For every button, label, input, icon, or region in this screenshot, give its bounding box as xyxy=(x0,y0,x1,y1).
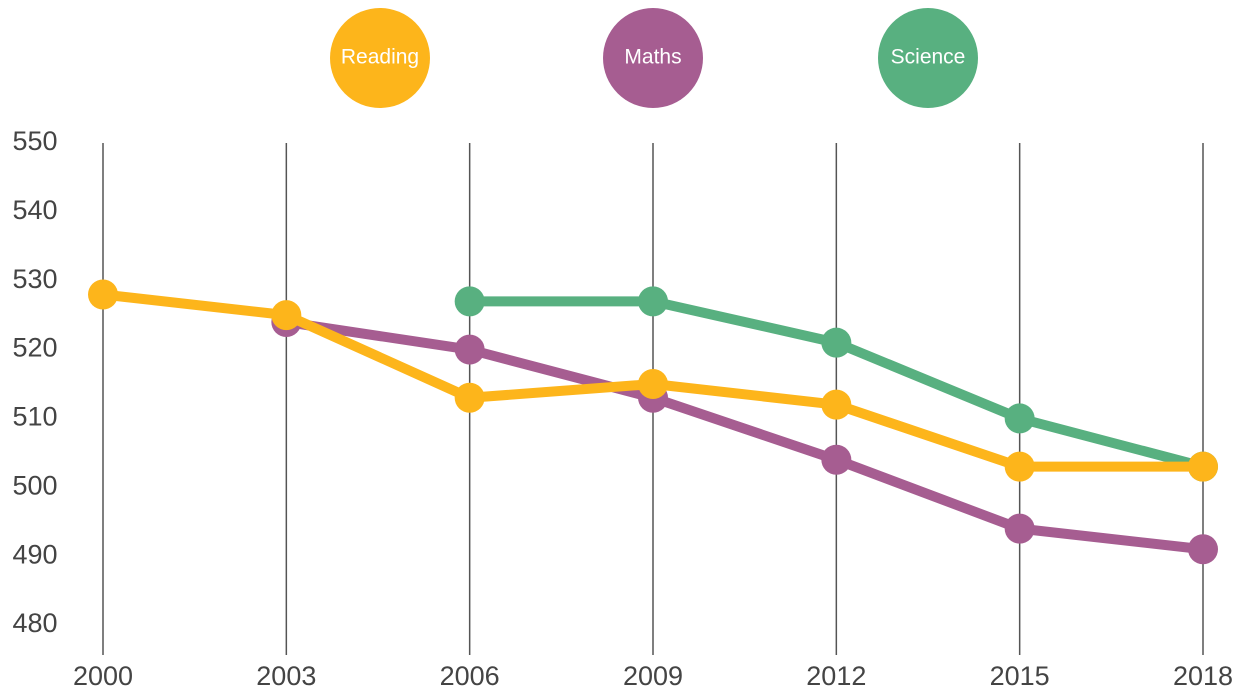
x-tick-label: 2000 xyxy=(73,661,133,691)
x-tick-label: 2012 xyxy=(806,661,866,691)
legend-swatch xyxy=(878,8,978,108)
series-point xyxy=(1004,451,1035,482)
legend-label: Science xyxy=(891,46,966,69)
y-tick-label: 540 xyxy=(12,195,57,225)
legend-swatch xyxy=(603,8,703,108)
y-tick-label: 480 xyxy=(12,608,57,638)
legend-swatch xyxy=(330,8,430,108)
x-tick-label: 2015 xyxy=(990,661,1050,691)
y-tick-label: 530 xyxy=(12,264,57,294)
y-tick-label: 520 xyxy=(12,333,57,363)
series-point xyxy=(821,327,852,358)
series-point xyxy=(454,286,485,317)
series-point xyxy=(1004,403,1035,434)
legend-label: Reading xyxy=(341,46,419,69)
x-tick-label: 2003 xyxy=(256,661,316,691)
y-tick-label: 490 xyxy=(12,539,57,569)
series-point xyxy=(1188,534,1218,565)
series-line xyxy=(285,317,1204,555)
series-point xyxy=(1004,513,1035,544)
series-point xyxy=(88,279,118,310)
series-point xyxy=(1188,451,1218,482)
series-point xyxy=(821,444,852,475)
x-tick-label: 2006 xyxy=(440,661,500,691)
legend-label: Maths xyxy=(624,46,681,69)
series-point xyxy=(638,286,668,317)
x-tick-label: 2009 xyxy=(623,661,683,691)
y-tick-label: 500 xyxy=(12,470,57,500)
series-point xyxy=(271,300,302,331)
series-point xyxy=(454,334,485,365)
y-tick-label: 550 xyxy=(12,126,57,156)
y-tick-label: 510 xyxy=(12,402,57,432)
series-point xyxy=(454,382,485,413)
series-point xyxy=(638,369,668,399)
series-point xyxy=(821,389,852,420)
x-tick-label: 2018 xyxy=(1173,661,1233,691)
